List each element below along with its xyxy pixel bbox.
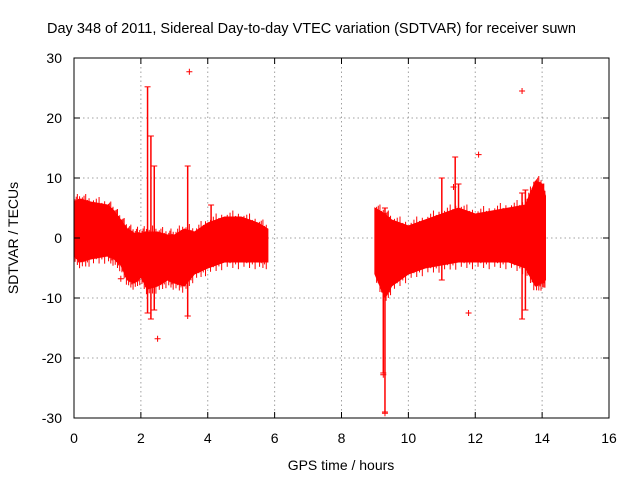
x-tick-label: 16 xyxy=(601,430,617,446)
data-point xyxy=(184,313,191,319)
data-point xyxy=(154,335,161,342)
data-point xyxy=(381,410,388,417)
data-point xyxy=(450,184,457,190)
y-tick-labels: -30 -20 -10 0 10 20 30 xyxy=(42,50,62,426)
y-tick-label: 30 xyxy=(46,50,62,66)
ticks xyxy=(73,57,610,419)
data-point xyxy=(475,151,482,158)
y-tick-label: 20 xyxy=(46,110,62,126)
y-tick-label: 0 xyxy=(54,230,62,246)
x-tick-label: 0 xyxy=(70,430,78,446)
x-tick-label: 4 xyxy=(204,430,212,446)
data-point xyxy=(186,68,193,75)
y-tick-label: -20 xyxy=(42,350,62,366)
data-layer xyxy=(73,68,546,417)
x-tick-label: 14 xyxy=(534,430,550,446)
x-tick-labels: 0 2 4 6 8 10 12 14 16 xyxy=(70,430,617,446)
y-axis-label: SDTVAR / TECUs xyxy=(5,182,21,294)
data-point xyxy=(465,310,472,316)
y-tick-label: -10 xyxy=(42,290,62,306)
x-axis-label: GPS time / hours xyxy=(288,457,395,473)
data-point xyxy=(117,275,124,282)
y-tick-label: -30 xyxy=(42,410,62,426)
x-tick-label: 12 xyxy=(467,430,483,446)
x-tick-label: 6 xyxy=(271,430,279,446)
y-tick-label: 10 xyxy=(46,170,62,186)
x-tick-label: 10 xyxy=(401,430,417,446)
data-point xyxy=(519,88,526,94)
data-point xyxy=(380,371,387,378)
chart-title: Day 348 of 2011, Sidereal Day-to-day VTE… xyxy=(47,21,576,37)
x-tick-label: 8 xyxy=(338,430,346,446)
x-tick-label: 2 xyxy=(137,430,145,446)
